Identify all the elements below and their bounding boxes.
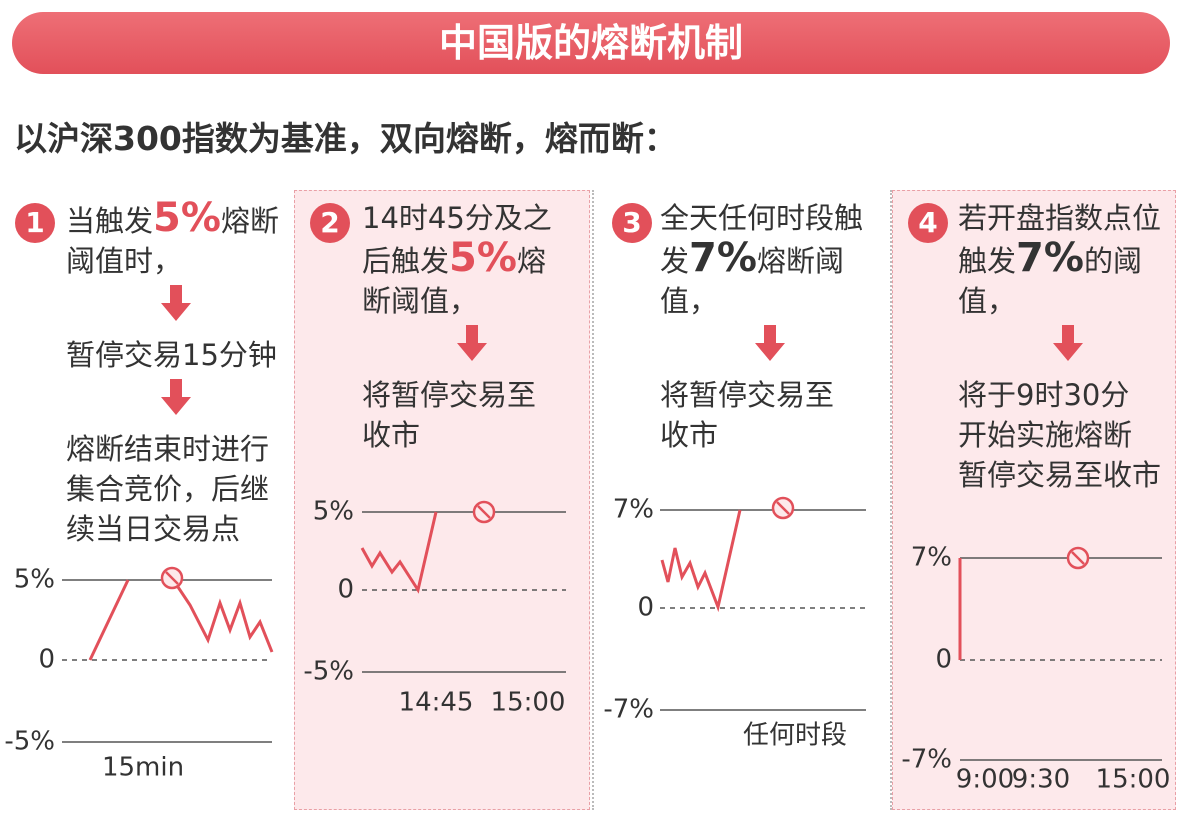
step-text: 全天任何时段触发7%熔断阈值， 将暂停交易至 收市 xyxy=(660,198,866,455)
y-label: 0 xyxy=(935,645,952,675)
y-label: -5% xyxy=(4,727,55,757)
subtitle: 以沪深300指数为基准，双向熔断，熔而断： xyxy=(14,119,677,158)
x-label: 14:45 xyxy=(399,688,474,718)
result-line: 续当日交易点 xyxy=(66,512,241,546)
panel xyxy=(592,190,892,810)
y-label: 7% xyxy=(911,543,952,573)
result-line: 熔断结束时进行 xyxy=(66,432,270,466)
result-line: 暂停交易至收市 xyxy=(958,458,1162,492)
condition: 全天任何时段触发7%熔断阈值， xyxy=(660,198,866,321)
threshold: 7% xyxy=(689,235,757,281)
condition: 若开盘指数点位触发7%的阈值， xyxy=(958,198,1166,321)
step-number: 4 xyxy=(908,203,948,243)
halt-icon-bar xyxy=(165,571,179,585)
condition-text: 熔断阈值时， xyxy=(66,204,279,278)
index-path xyxy=(88,579,130,661)
condition-text: 熔断阈值， xyxy=(362,244,546,318)
result-line: 开始实施熔断 xyxy=(958,418,1133,452)
step-text: 若开盘指数点位触发7%的阈值， 将于9时30分 开始实施熔断 暂停交易至收市 xyxy=(958,198,1166,495)
result-line: 收市 xyxy=(362,418,421,452)
halt-icon-bar xyxy=(1071,551,1085,565)
arrow xyxy=(755,325,866,371)
title: 中国版的熔断机制 xyxy=(12,12,1170,74)
arrow xyxy=(161,285,294,331)
threshold: 7% xyxy=(1016,235,1084,281)
condition-text: 当触发 xyxy=(66,204,154,238)
y-label: -7% xyxy=(901,745,952,775)
y-label: 0 xyxy=(637,593,654,623)
y-label: 7% xyxy=(613,495,654,525)
index-path xyxy=(170,577,274,653)
x-label: 15:00 xyxy=(491,688,566,718)
halt-icon-bar xyxy=(477,505,491,519)
step-text: 当触发5%熔断阈值时， 暂停交易15分钟 熔断结束时进行 集合竞价，后继 续当日交易点 xyxy=(66,198,294,549)
index-path xyxy=(660,509,742,613)
y-label: 0 xyxy=(38,645,55,675)
step-number: 1 xyxy=(15,203,55,243)
arrow xyxy=(1053,325,1166,371)
result-line: 暂停交易15分钟 xyxy=(66,338,277,372)
arrow-icon xyxy=(755,325,785,361)
y-label: -7% xyxy=(603,695,654,725)
condition-text: 14时45分及之后触发 xyxy=(362,201,552,278)
result-line: 将暂停交易至 xyxy=(660,378,835,412)
halt-icon-bar xyxy=(776,501,790,515)
result-line: 将于9时30分 xyxy=(958,378,1130,412)
panel xyxy=(294,190,590,810)
result-line: 收市 xyxy=(660,418,719,452)
condition: 当触发5%熔断阈值时， xyxy=(66,198,294,281)
condition: 14时45分及之后触发5%熔断阈值， xyxy=(362,198,568,321)
x-label: 15:00 xyxy=(1096,765,1171,795)
condition-text: 若开盘指数点位触发 xyxy=(958,201,1162,278)
y-label: 5% xyxy=(313,497,354,527)
condition-text: 的阈值， xyxy=(958,244,1142,318)
arrow xyxy=(161,379,294,425)
arrow-icon xyxy=(161,379,191,415)
result-line: 将暂停交易至 xyxy=(362,378,537,412)
arrow-icon xyxy=(1053,325,1083,361)
arrow-icon xyxy=(161,285,191,321)
condition-text: 熔断阈值， xyxy=(660,244,844,318)
y-label: 0 xyxy=(337,575,354,605)
panel xyxy=(892,190,1176,810)
x-label: 9:00 xyxy=(956,765,1014,795)
threshold: 5% xyxy=(153,195,221,241)
arrow xyxy=(457,325,568,371)
step-number: 2 xyxy=(310,203,350,243)
x-label: 9:30 xyxy=(1012,765,1070,795)
condition-text: 全天任何时段触发 xyxy=(660,201,864,278)
threshold: 5% xyxy=(449,235,517,281)
y-label: 5% xyxy=(14,565,55,595)
step-number: 3 xyxy=(612,203,652,243)
index-path xyxy=(360,511,438,594)
arrow-icon xyxy=(457,325,487,361)
result-line: 集合竞价，后继 xyxy=(66,472,270,506)
step-text: 14时45分及之后触发5%熔断阈值， 将暂停交易至 收市 xyxy=(362,198,568,455)
x-label: 任何时段 xyxy=(743,721,847,751)
y-label: -5% xyxy=(303,657,354,687)
x-label: 15min xyxy=(102,753,184,783)
